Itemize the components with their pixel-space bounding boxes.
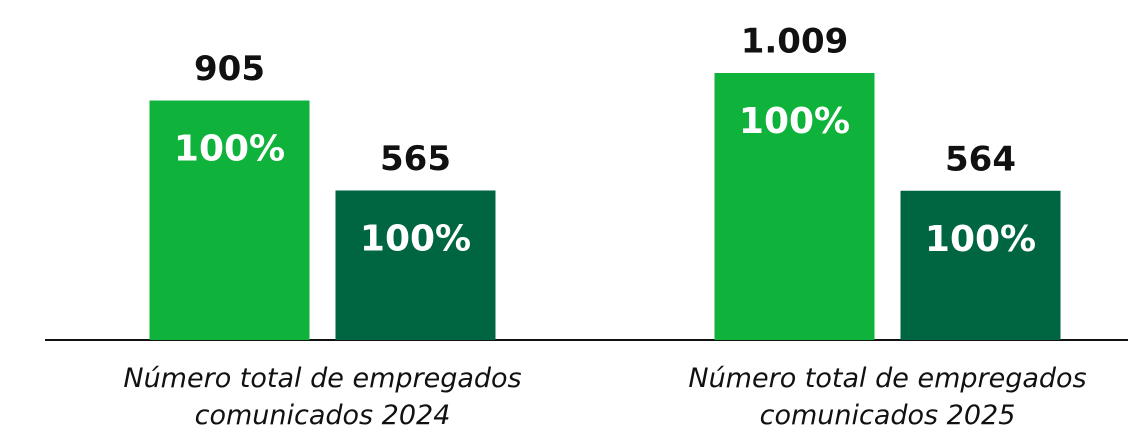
value-label: 564 [945,139,1016,179]
bar [714,73,875,340]
percentage-label: 100% [360,218,471,259]
bar [149,100,310,340]
bar [335,190,496,340]
percentage-label: 100% [174,129,285,170]
value-label: 905 [194,49,265,89]
percentage-label: 100% [925,219,1036,260]
percentage-label: 100% [739,101,850,142]
category-label: Número total de empregados comunicados 2… [123,363,522,431]
value-label: 1.009 [741,22,849,62]
value-label: 565 [380,139,451,179]
bar [900,190,1061,340]
category-label: Número total de empregados comunicados 2… [688,363,1087,431]
